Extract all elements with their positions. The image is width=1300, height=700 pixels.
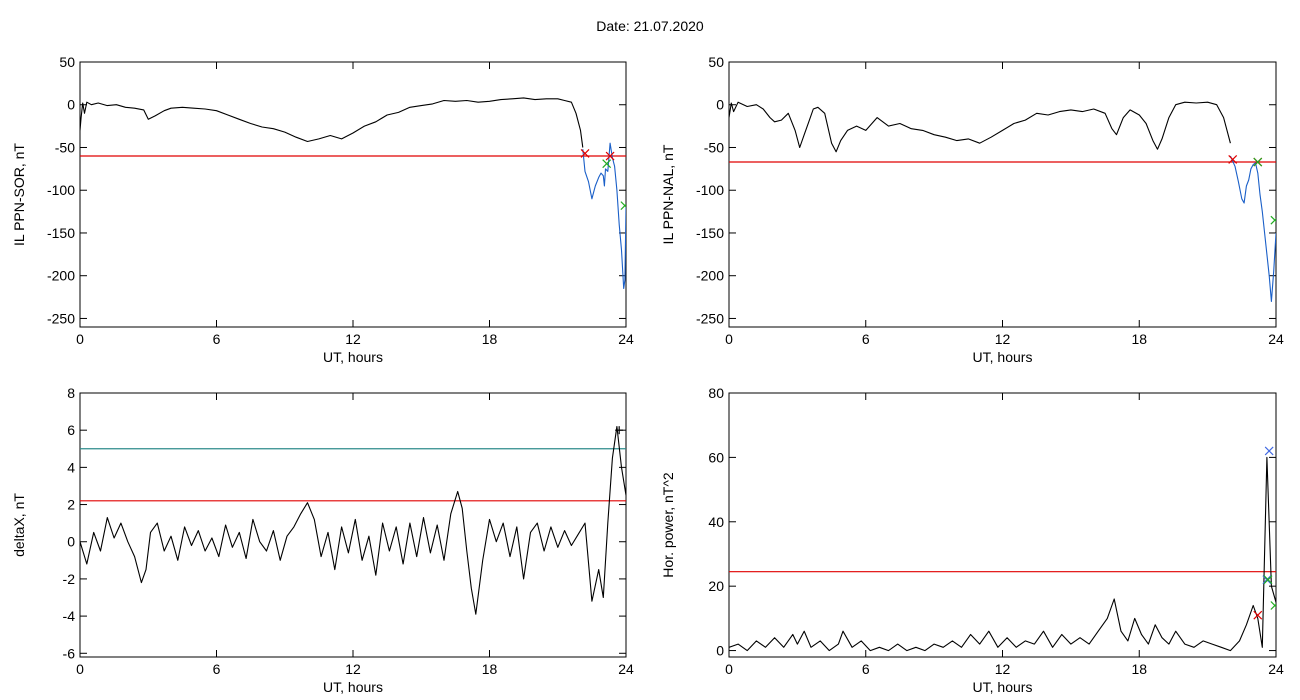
x-tick-label: 24 [1268,661,1284,677]
x-tick-label: 6 [213,331,221,347]
x-axis-label: UT, hours [973,349,1033,365]
y-tick-label: 20 [708,578,724,594]
y-tick-label: -150 [47,225,75,241]
plot-frame [79,392,627,658]
y-tick-label: 50 [59,54,75,70]
marker [620,201,626,211]
series-line [582,142,626,290]
marker [1253,157,1263,167]
x-tick-label: 18 [1131,331,1147,347]
x-tick-label: 12 [345,331,361,347]
x-tick-label: 12 [995,661,1011,677]
x-tick-label: 0 [76,331,84,347]
chart-hor-power: 0 6 12 18 24 80 60 40 20 0 UT, hours Hor. power, nT… [660,385,1284,695]
y-axis-label: IL PPN-NAL, nT [660,144,676,244]
x-tick-label: 24 [618,331,634,347]
y-axis-label: deltaX, nT [11,493,27,557]
y-tick-label: 40 [708,514,724,530]
plot-area [729,101,1276,302]
plot-frame [79,61,627,328]
marker [1270,601,1276,610]
series-line [80,97,584,148]
x-tick-label: 0 [725,331,733,347]
y-tick-label: -250 [47,310,75,326]
y-tick-label: -200 [696,268,724,284]
series-line [80,425,626,615]
chart-sor-il: 0 6 12 18 24 50 0 -50 -100 -150 -200 -250 UT, hours I… [11,54,634,365]
marker [1228,155,1238,164]
x-tick-label: 6 [862,661,870,677]
x-axis-label: UT, hours [973,679,1033,695]
marker [605,151,615,161]
y-tick-label: 0 [716,97,724,113]
plot-area [80,97,626,290]
y-tick-label: -150 [696,225,724,241]
series-line [729,456,1276,652]
chart-nal-il: 0 6 12 18 24 50 0 -50 -100 -150 -200 -250 UT, hours I… [660,54,1284,365]
y-tick-label: -2 [63,571,76,587]
marker [1262,575,1272,585]
x-tick-label: 24 [618,661,634,677]
chart-deltax: 0 6 12 18 24 8 6 4 2 0 -2 -4 -6 UT, hours deltaX, nT [11,385,634,695]
marker [615,426,624,435]
x-tick-label: 24 [1268,331,1284,347]
y-tick-label: 50 [708,54,724,70]
y-tick-label: 60 [708,449,724,465]
y-tick-label: -100 [47,182,75,198]
plot-frame [728,61,1277,328]
y-tick-label: 0 [716,643,724,659]
y-tick-label: 4 [67,459,75,475]
x-tick-label: 6 [862,331,870,347]
y-tick-label: 8 [67,385,75,401]
x-axis-label: UT, hours [323,679,383,695]
x-tick-label: 6 [213,661,221,677]
y-tick-label: -200 [47,268,75,284]
series-line [729,101,1231,153]
x-tick-label: 12 [995,331,1011,347]
y-tick-label: -50 [55,139,75,155]
plot-area [80,425,626,615]
y-tick-label: -6 [63,645,76,661]
marker [602,159,612,169]
date-title: Date: 21.07.2020 [596,18,704,34]
x-tick-label: 0 [76,661,84,677]
x-tick-label: 18 [482,331,498,347]
x-axis-label: UT, hours [323,349,383,365]
plot-area [729,446,1276,652]
plot-frame [728,392,1277,658]
y-tick-label: 0 [67,97,75,113]
y-tick-label: 6 [67,422,75,438]
x-tick-label: 18 [1131,661,1147,677]
y-tick-label: -100 [696,182,724,198]
y-tick-label: -4 [63,608,76,624]
y-tick-label: -50 [704,139,724,155]
marker [580,149,590,158]
marker [1264,446,1274,456]
y-tick-label: 0 [67,534,75,550]
y-axis-label: IL PPN-SOR, nT [11,143,27,246]
x-tick-label: 12 [345,661,361,677]
marker [1263,575,1273,585]
y-tick-label: -250 [696,310,724,326]
marker [1253,610,1263,620]
x-tick-label: 0 [725,661,733,677]
x-tick-label: 18 [482,661,498,677]
series-line [1229,155,1276,302]
y-tick-label: 80 [708,385,724,401]
marker [1270,215,1276,225]
y-tick-label: 2 [67,497,75,513]
y-axis-label: Hor. power, nT^2 [660,472,676,578]
